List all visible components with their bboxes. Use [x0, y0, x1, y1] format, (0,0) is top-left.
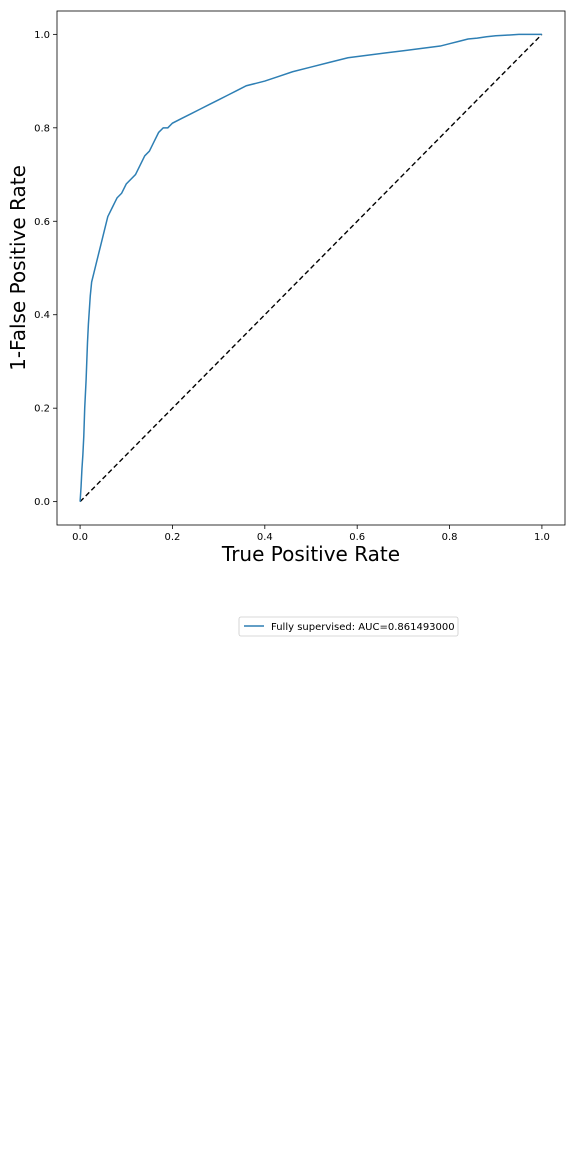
y-tick-label: 1.0: [34, 30, 50, 41]
y-axis-title: 1-False Positive Rate: [6, 165, 30, 371]
plot-frame: [56, 10, 566, 526]
chance-diagonal-line: [79, 33, 543, 503]
legend: Fully supervised: AUC=0.861493000: [238, 616, 459, 637]
roc-curve-line: [79, 33, 542, 502]
y-tick-label: 0.4: [34, 310, 50, 321]
y-tick-label: 0.8: [34, 123, 50, 134]
y-tick-label: 0.6: [34, 217, 50, 228]
x-tick-label: 0.6: [349, 532, 365, 543]
legend-box: [238, 616, 459, 637]
x-tick-label: 1.0: [534, 532, 550, 543]
x-tick-label: 0.0: [72, 532, 88, 543]
axis-ticks: 0.0 0.2 0.4 0.6 0.8 1.0 0.0 0.2 0.4 0.6 0.8 1.0: [34, 30, 550, 543]
x-axis-title: True Positive Rate: [221, 542, 400, 566]
legend-entry-label: Fully supervised: AUC=0.861493000: [271, 622, 455, 633]
y-tick-label: 0.2: [34, 404, 50, 415]
x-tick-label: 0.8: [442, 532, 458, 543]
x-tick-label: 0.2: [165, 532, 181, 543]
y-tick-label: 0.0: [34, 497, 50, 508]
x-tick-label: 0.4: [257, 532, 273, 543]
